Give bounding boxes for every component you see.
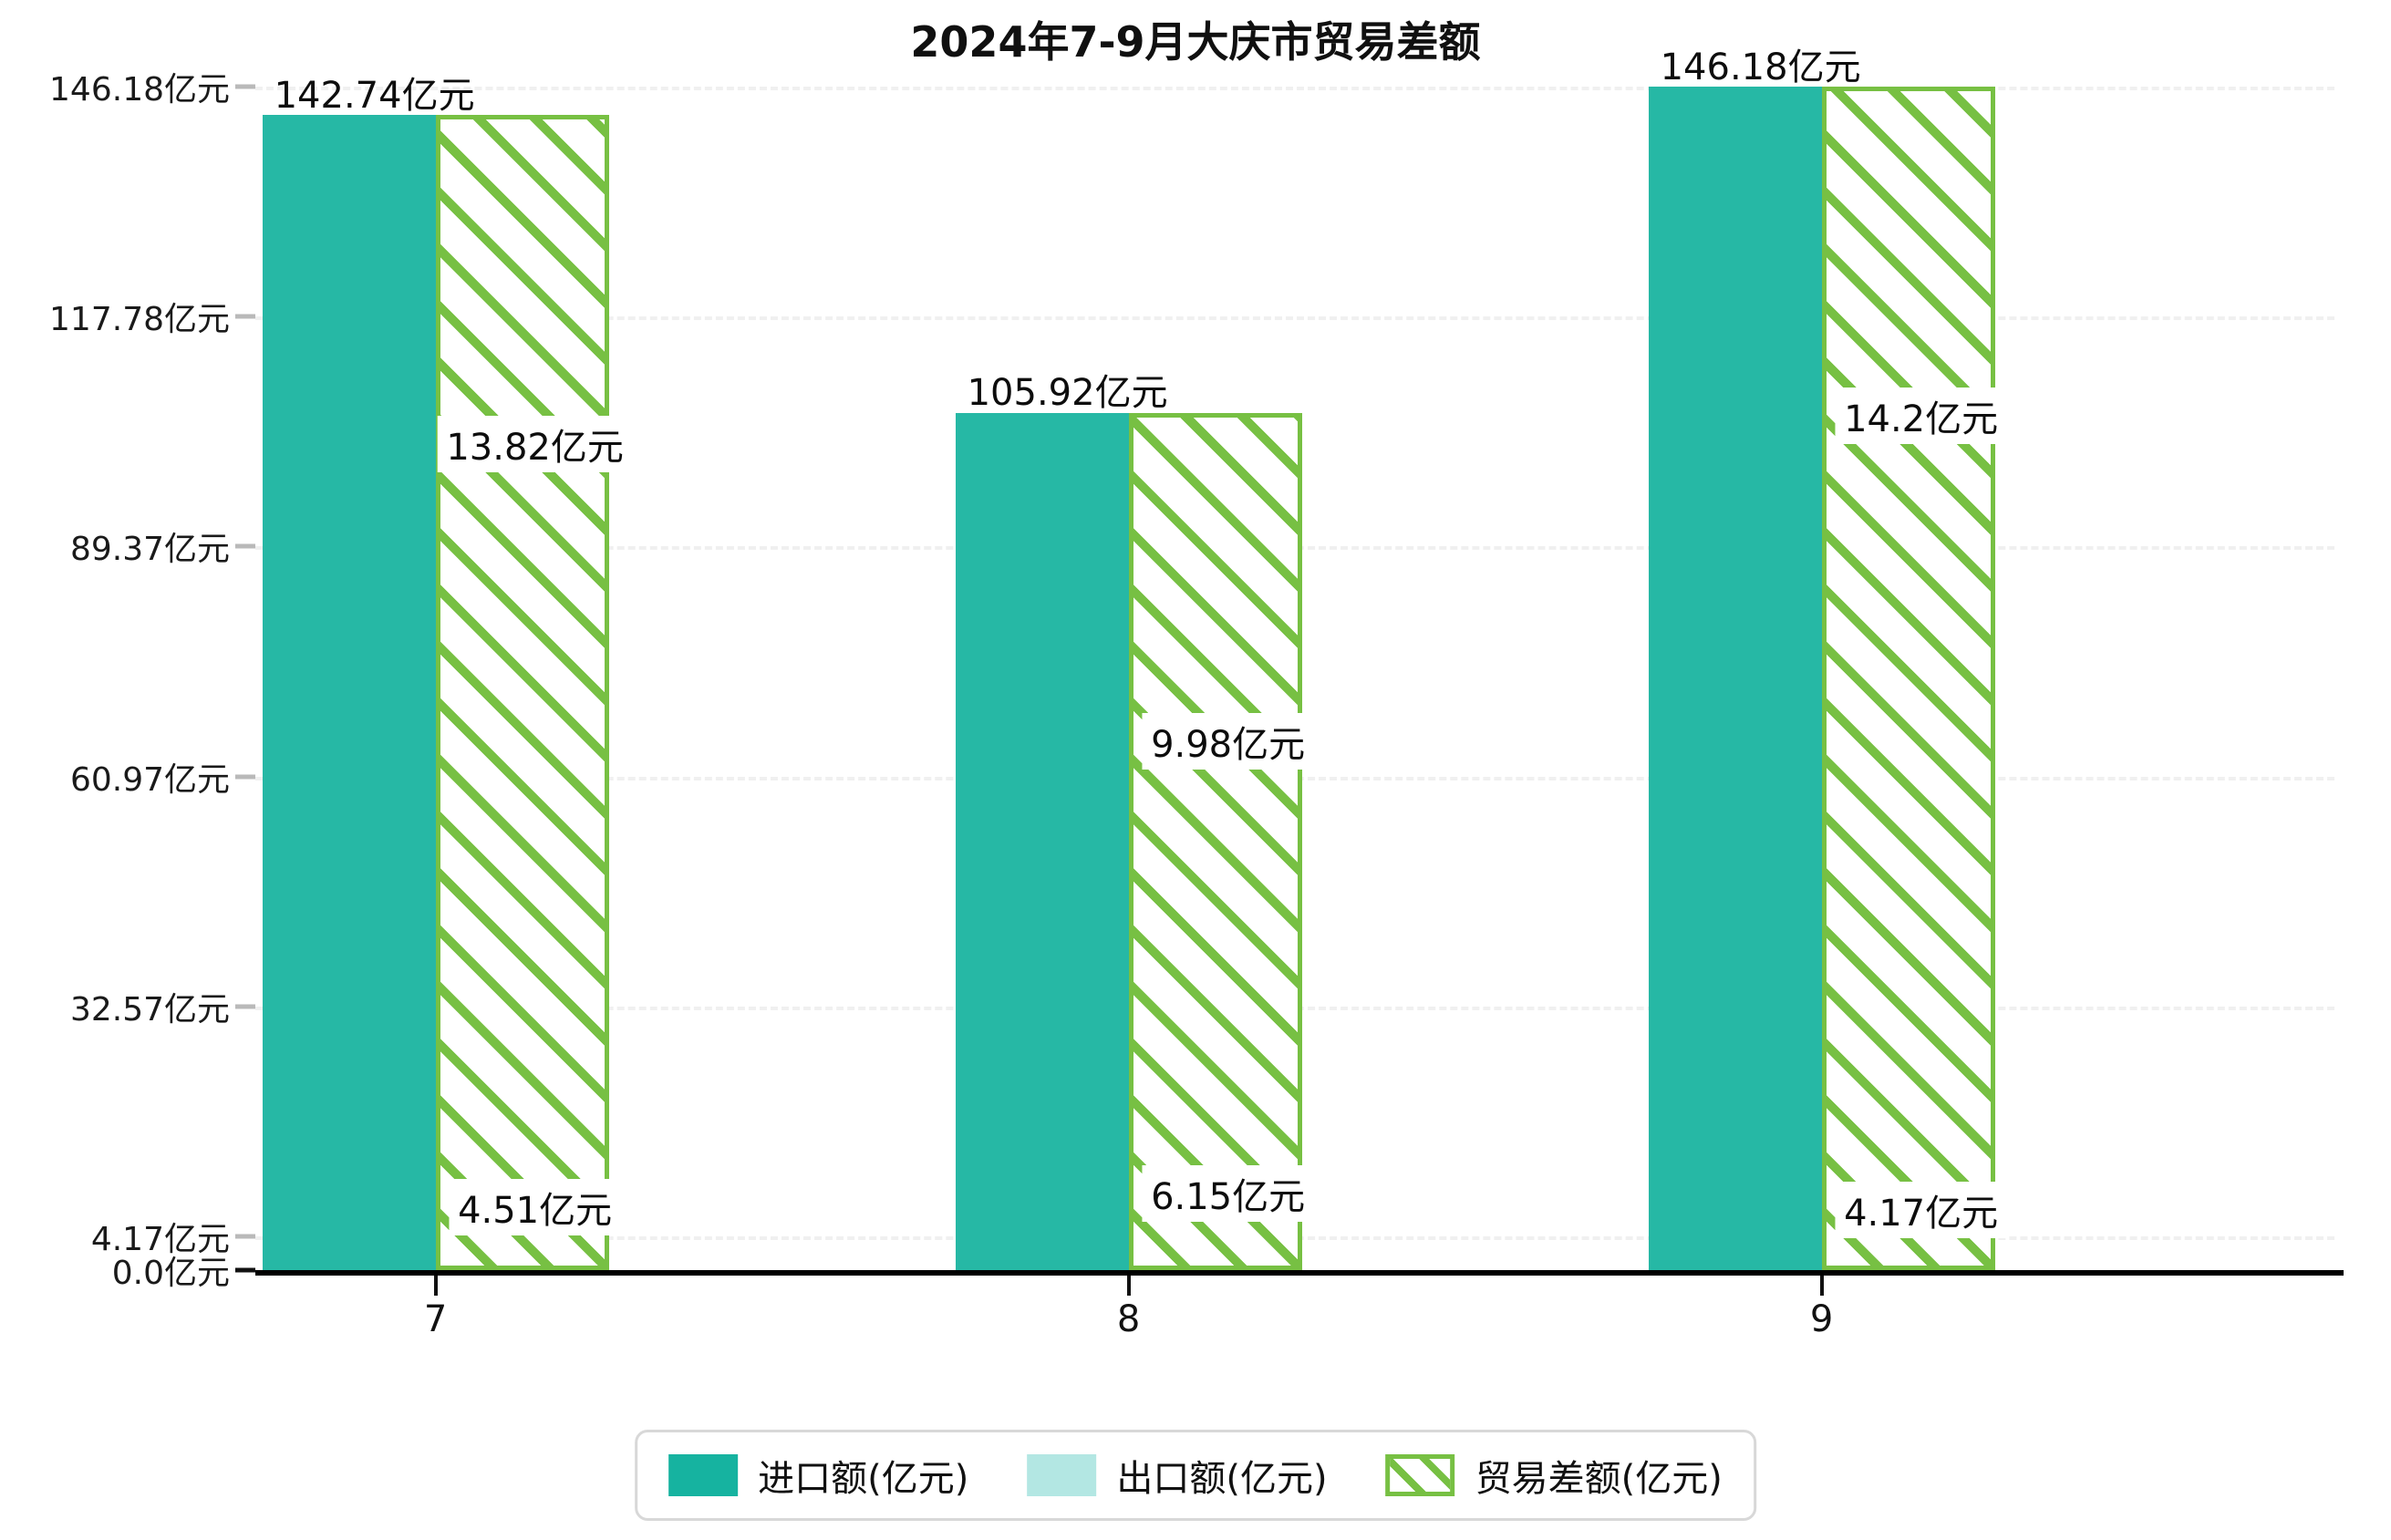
x-axis-tick-label: 8 — [1116, 1298, 1141, 1340]
bar-import[interactable] — [262, 114, 436, 1270]
bar-label-balance: 9.98亿元 — [1142, 713, 1315, 770]
bar-label-import: 142.74亿元 — [274, 74, 475, 117]
bar-import[interactable] — [955, 412, 1129, 1270]
gridline — [255, 87, 2334, 90]
bar-balance[interactable] — [1128, 412, 1302, 1270]
y-axis-tick-label: 89.37亿元 — [69, 531, 230, 569]
bar-label-export: 4.17亿元 — [1835, 1181, 2008, 1238]
y-axis-tick-mark — [235, 1004, 255, 1009]
y-axis-tick-label: 146.18亿元 — [49, 71, 230, 109]
legend-label: 进口额(亿元) — [758, 1458, 969, 1500]
bar-balance[interactable] — [435, 114, 609, 1270]
y-axis-tick-mark — [235, 774, 255, 780]
x-axis-tick-label: 7 — [423, 1298, 448, 1340]
x-axis-tick-label: 9 — [1809, 1298, 1834, 1340]
gridline — [255, 316, 2334, 321]
y-axis-tick-mark — [235, 543, 255, 549]
y-axis-tick-mark — [235, 84, 255, 89]
plot-area: 142.74亿元 13.82亿元 4.51亿元 105.92亿元 9.98亿元 6.15亿… — [255, 47, 2334, 1270]
y-axis-tick-mark — [235, 314, 255, 319]
chart-legend: 进口额(亿元) 出口额(亿元) 贸易差额(亿元) — [635, 1430, 1756, 1521]
chart-title: 2024年7-9月大庆市贸易差额 — [910, 17, 1481, 67]
legend-label: 出口额(亿元) — [1116, 1458, 1328, 1500]
legend-item[interactable]: 进口额(亿元) — [668, 1449, 968, 1502]
legend-item[interactable]: 贸易差额(亿元) — [1385, 1449, 1723, 1502]
legend-swatch-import — [668, 1454, 739, 1496]
bar-label-import: 105.92亿元 — [967, 372, 1168, 415]
y-axis-tick-mark — [235, 1234, 255, 1239]
bar-import[interactable] — [1648, 87, 1822, 1270]
legend-item[interactable]: 出口额(亿元) — [1027, 1449, 1328, 1502]
bar-label-export: 6.15亿元 — [1142, 1165, 1315, 1223]
bar-balance[interactable] — [1821, 87, 1995, 1270]
bar-label-balance: 14.2亿元 — [1835, 388, 2008, 444]
y-axis-tick-label: 117.78亿元 — [49, 301, 230, 339]
y-axis-tick-label: 32.57亿元 — [69, 990, 230, 1028]
legend-swatch-export — [1027, 1454, 1097, 1496]
y-axis-tick-label: 60.97亿元 — [69, 760, 230, 799]
legend-swatch-balance — [1385, 1454, 1455, 1496]
y-axis-tick-mark — [235, 1267, 255, 1273]
y-axis-tick-label: 0.0亿元 — [111, 1255, 230, 1292]
bar-label-import: 146.18亿元 — [1660, 47, 1861, 88]
x-axis-line — [255, 1270, 2344, 1276]
bar-label-export: 4.51亿元 — [449, 1178, 622, 1235]
x-axis-tick-mark — [1126, 1276, 1131, 1296]
y-axis-tick-label: 4.17亿元 — [90, 1220, 230, 1258]
x-axis-tick-mark — [433, 1276, 438, 1296]
legend-label: 贸易差额(亿元) — [1475, 1458, 1723, 1500]
x-axis-tick-mark — [1819, 1276, 1824, 1296]
bar-label-balance: 13.82亿元 — [437, 415, 633, 472]
